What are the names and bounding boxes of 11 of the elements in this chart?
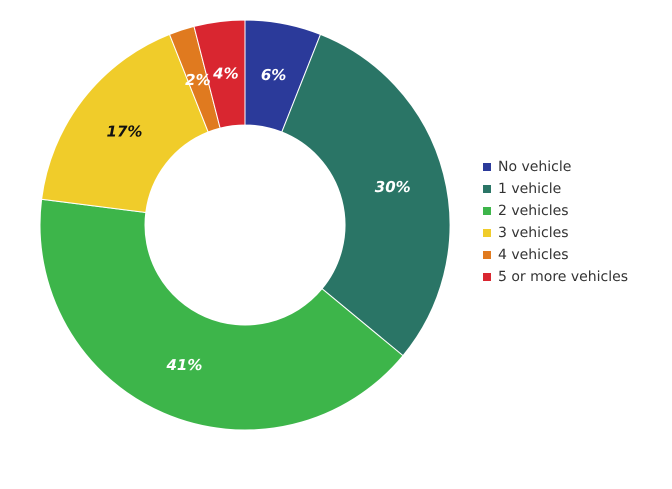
data-label: 17%	[106, 122, 142, 141]
legend-label: 4 vehicles	[498, 247, 569, 263]
data-label: 4%	[212, 64, 239, 83]
data-label: 30%	[374, 178, 411, 196]
legend-label: 3 vehicles	[498, 225, 569, 241]
legend-label: 5 or more vehicles	[498, 269, 628, 285]
legend-label: No vehicle	[498, 159, 572, 175]
legend-label: 1 vehicle	[498, 181, 562, 197]
data-label: 6%	[260, 66, 286, 84]
data-label: 41%	[165, 356, 202, 374]
legend-label: 2 vehicles	[498, 203, 569, 219]
